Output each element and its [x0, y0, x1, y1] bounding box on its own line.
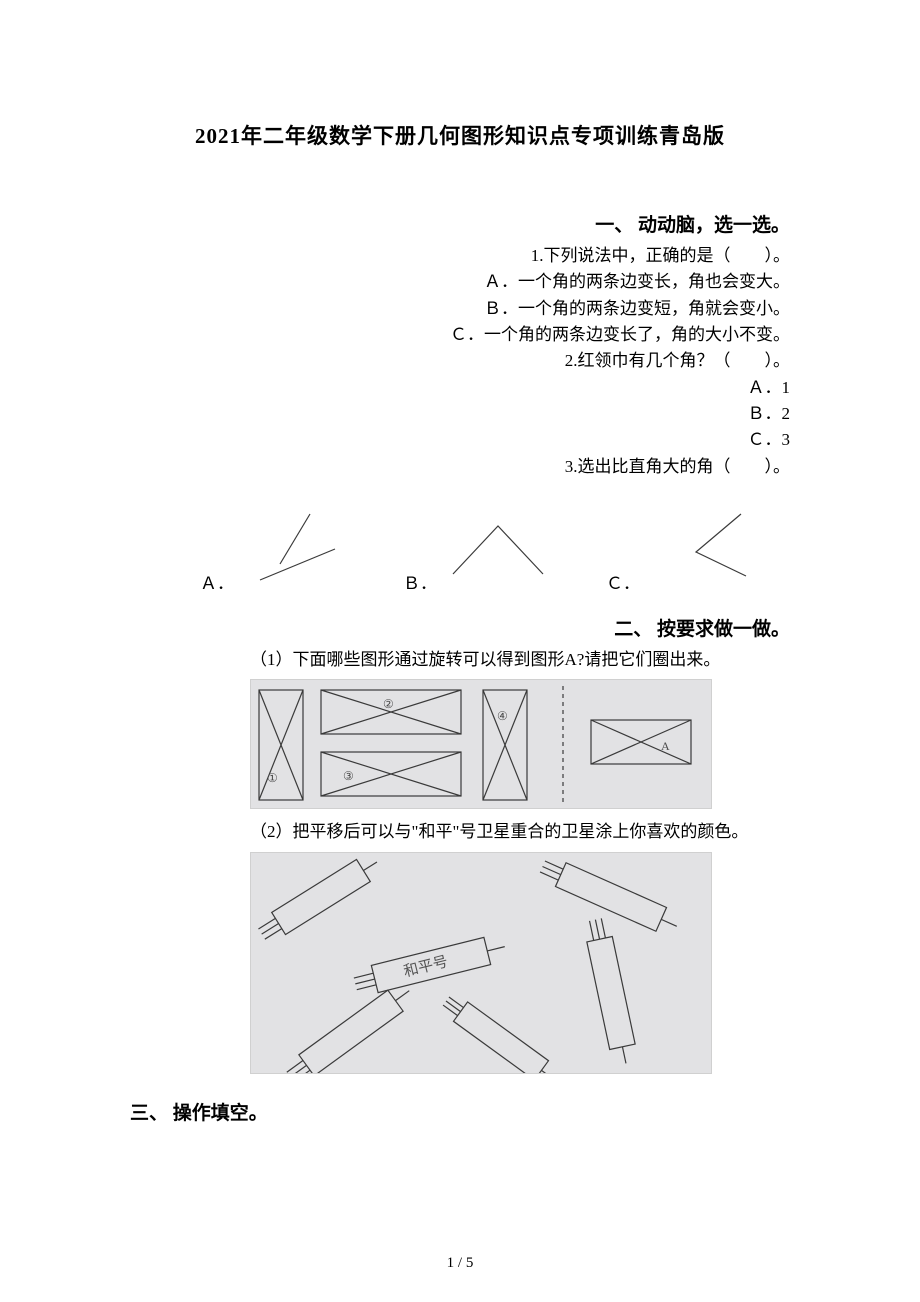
- q3-option-a: Ａ．: [200, 504, 350, 594]
- question-1: 1.下列说法中，正确的是（ ）。 Ａ．一个角的两条边变长，角也会变大。 Ｂ．一个…: [130, 243, 790, 348]
- fig1-label-2: ②: [383, 697, 394, 711]
- fig1-label-4: ④: [497, 709, 508, 723]
- question-3-stem-row: 3.选出比直角大的角（ ）。: [130, 454, 790, 480]
- fig1-label-1: ①: [267, 771, 278, 785]
- section-1-heading: 一、 动动脑，选一选。: [130, 210, 790, 237]
- fig1-label-3: ③: [343, 769, 354, 783]
- q3-label-b: Ｂ．: [403, 569, 437, 594]
- q1-option-b: Ｂ．一个角的两条边变短，角就会变小。: [130, 296, 790, 322]
- q1-option-a: Ａ．一个角的两条边变长，角也会变大。: [130, 269, 790, 295]
- q3-option-c: Ｃ．: [606, 504, 756, 594]
- page: 2021年二年级数学下册几何图形知识点专项训练青岛版 一、 动动脑，选一选。 1…: [0, 0, 920, 1302]
- angle-a-icon: [240, 504, 350, 594]
- document-title: 2021年二年级数学下册几何图形知识点专项训练青岛版: [130, 120, 790, 150]
- q2-option-c: Ｃ．3: [130, 427, 790, 453]
- angle-b-icon: [443, 504, 553, 594]
- q1-stem: 1.下列说法中，正确的是（ ）。: [130, 243, 790, 269]
- q3-options-row: Ａ． Ｂ． Ｃ．: [130, 504, 790, 594]
- q1-option-c: Ｃ．一个角的两条边变长了，角的大小不变。: [130, 322, 790, 348]
- figure-rotation-shapes: ① ② ③ ④ A: [250, 679, 712, 809]
- q3-stem: 3.选出比直角大的角（ ）。: [130, 454, 790, 480]
- fig1-label-A: A: [661, 739, 670, 753]
- figure-satellites: 和平号: [250, 852, 712, 1074]
- section-2-heading: 二、 按要求做一做。: [130, 614, 790, 641]
- s2-q1-text: （1）下面哪些图形通过旋转可以得到图形A?请把它们圈出来。: [250, 647, 790, 673]
- q3-option-b: Ｂ．: [403, 504, 553, 594]
- s2-q2-text: （2）把平移后可以与"和平"号卫星重合的卫星涂上你喜欢的颜色。: [250, 819, 790, 845]
- page-number: 1 / 5: [0, 1255, 920, 1272]
- q3-label-c: Ｃ．: [606, 569, 640, 594]
- question-2: 2.红领巾有几个角？（ ）。 Ａ．1 Ｂ．2 Ｃ．3: [130, 348, 790, 453]
- angle-c-icon: [646, 504, 756, 594]
- q3-label-a: Ａ．: [200, 569, 234, 594]
- q2-stem: 2.红领巾有几个角？（ ）。: [130, 348, 790, 374]
- section-2-body: （1）下面哪些图形通过旋转可以得到图形A?请把它们圈出来。 ① ② ③: [130, 647, 790, 1074]
- q2-option-a: Ａ．1: [130, 375, 790, 401]
- section-3-heading: 三、 操作填空。: [130, 1098, 790, 1125]
- q2-option-b: Ｂ．2: [130, 401, 790, 427]
